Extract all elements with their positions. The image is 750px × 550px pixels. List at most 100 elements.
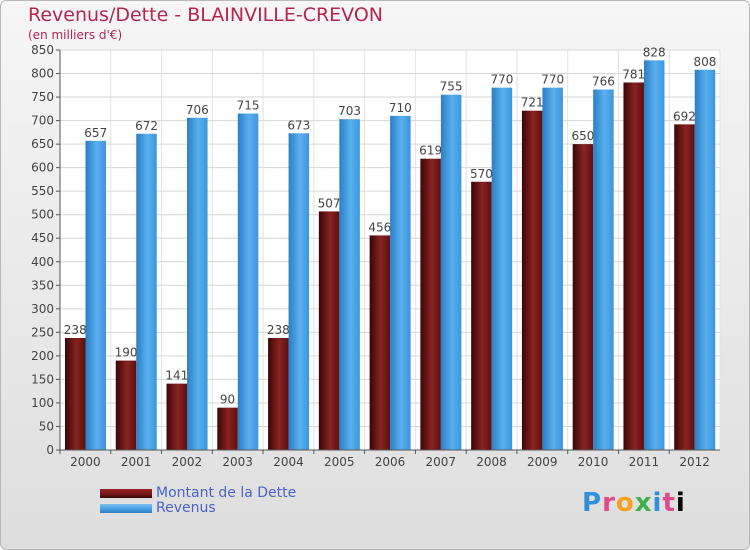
chart-title: Revenus/Dette - BLAINVILLE-CREVON	[28, 4, 384, 26]
y-tick-label: 150	[31, 372, 54, 386]
y-tick-label: 350	[31, 278, 54, 292]
logo-letter: x	[634, 488, 653, 518]
bar-revenue	[593, 89, 614, 450]
y-tick-label: 200	[31, 349, 54, 363]
x-tick-label: 2009	[527, 455, 558, 469]
bar-revenue	[542, 87, 563, 450]
data-label-debt: 570	[470, 167, 493, 181]
data-label-revenue: 703	[338, 104, 361, 118]
y-tick-label: 600	[31, 161, 54, 175]
y-tick-label: 550	[31, 184, 54, 198]
data-label-debt: 781	[622, 67, 645, 81]
bar-debt	[65, 338, 86, 450]
x-tick-label: 2002	[172, 455, 203, 469]
bar-revenue	[643, 60, 665, 451]
y-tick-label: 700	[31, 114, 54, 128]
data-label-debt: 90	[220, 393, 235, 407]
bar-debt	[318, 211, 340, 450]
bar-revenue	[187, 117, 208, 450]
data-label-revenue: 715	[237, 99, 260, 113]
bar-revenue	[390, 115, 411, 450]
data-label-debt: 721	[521, 96, 544, 110]
data-label-revenue: 657	[84, 126, 107, 140]
data-label-revenue: 673	[287, 118, 310, 132]
y-tick-label: 400	[31, 255, 54, 269]
y-tick-label: 250	[31, 325, 54, 339]
bar-revenue	[237, 113, 259, 450]
y-tick-label: 500	[31, 208, 54, 222]
data-label-revenue: 755	[440, 80, 463, 94]
y-tick-label: 450	[31, 231, 54, 245]
bar-revenue	[136, 133, 157, 450]
bar-revenue	[440, 94, 462, 451]
data-label-revenue: 808	[694, 55, 717, 69]
x-tick-label: 2001	[121, 455, 152, 469]
logo-letter: t	[662, 488, 676, 518]
x-tick-label: 2010	[578, 455, 609, 469]
x-tick-label: 2012	[679, 455, 710, 469]
x-tick-label: 2006	[375, 455, 406, 469]
y-tick-label: 750	[31, 90, 54, 104]
bar-debt	[471, 181, 492, 450]
bar-debt	[420, 158, 441, 451]
data-label-revenue: 828	[643, 45, 666, 59]
data-label-revenue: 672	[135, 119, 158, 133]
data-label-debt: 238	[267, 323, 290, 337]
data-label-debt: 507	[318, 196, 341, 210]
bar-revenue	[491, 87, 513, 450]
x-tick-label: 2008	[476, 455, 507, 469]
legend-swatch-revenue	[100, 504, 152, 513]
data-label-debt: 238	[64, 323, 87, 337]
y-tick-label: 800	[31, 67, 54, 81]
bar-debt	[217, 407, 238, 450]
data-label-revenue: 706	[186, 103, 209, 117]
data-label-debt: 650	[571, 129, 594, 143]
bar-debt	[115, 360, 137, 450]
x-tick-label: 2004	[273, 455, 304, 469]
bar-debt	[268, 338, 289, 450]
data-label-debt: 190	[115, 346, 138, 360]
bar-debt	[521, 110, 543, 451]
bar-debt	[674, 124, 695, 451]
x-tick-label: 2005	[324, 455, 355, 469]
bar-debt	[623, 82, 644, 451]
bar-revenue	[694, 69, 716, 450]
logo-letter: o	[615, 488, 635, 518]
y-tick-label: 50	[39, 419, 54, 433]
y-tick-label: 650	[31, 137, 54, 151]
bar-debt	[369, 235, 391, 450]
legend-swatch-debt	[100, 489, 152, 498]
legend-item-revenue: Revenus	[100, 501, 296, 516]
data-label-revenue: 770	[541, 73, 564, 87]
data-label-debt: 456	[368, 220, 391, 234]
x-tick-label: 2000	[70, 455, 101, 469]
y-tick-label: 100	[31, 396, 54, 410]
y-tick-label: 850	[31, 43, 54, 57]
logo-letter: P	[582, 488, 603, 518]
legend-label-debt: Montant de la Dette	[156, 485, 297, 501]
legend: Montant de la Dette Revenus	[100, 486, 296, 516]
chart-subtitle: (en milliers d'€)	[28, 28, 123, 42]
y-tick-label: 300	[31, 302, 54, 316]
y-tick-label: 0	[46, 443, 54, 457]
bar-revenue	[288, 133, 310, 450]
data-label-debt: 619	[419, 144, 442, 158]
data-label-debt: 141	[165, 369, 188, 383]
proxiti-logo: Proxiti	[582, 488, 686, 518]
logo-letter: i	[675, 488, 686, 518]
legend-label-revenue: Revenus	[156, 500, 216, 516]
x-tick-label: 2011	[629, 455, 660, 469]
bar-revenue	[85, 140, 106, 450]
logo-letter: r	[602, 488, 616, 518]
data-label-revenue: 770	[490, 73, 513, 87]
bar-debt	[166, 383, 188, 450]
data-label-revenue: 766	[592, 75, 615, 89]
x-tick-label: 2007	[425, 455, 456, 469]
bar-debt	[572, 144, 594, 450]
bar-revenue	[339, 119, 360, 451]
data-label-revenue: 710	[389, 101, 412, 115]
x-tick-label: 2003	[222, 455, 253, 469]
data-label-debt: 692	[673, 109, 696, 123]
logo-letter: i	[652, 488, 663, 518]
